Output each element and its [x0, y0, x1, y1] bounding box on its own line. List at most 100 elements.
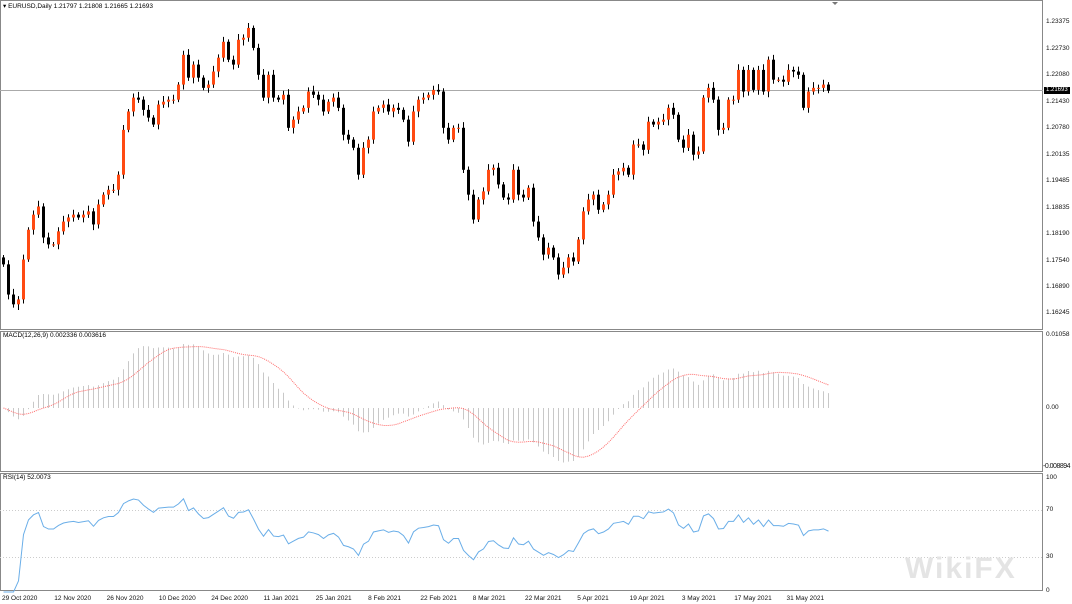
candle-body: [47, 237, 50, 245]
candle-body: [322, 99, 325, 112]
chart-shift-marker-icon[interactable]: [832, 2, 838, 5]
candle-body: [612, 174, 615, 195]
date-axis-label: 5 Apr 2021: [577, 595, 609, 602]
candle-body: [822, 84, 825, 88]
macd-axis-zero: 0.00: [1046, 404, 1059, 411]
candle: [2, 254, 5, 267]
candle-body: [487, 169, 490, 192]
candle: [512, 164, 515, 203]
candle-body: [147, 109, 150, 118]
candle-body: [202, 77, 205, 88]
candle: [212, 65, 215, 88]
candle-body: [77, 214, 80, 218]
candle: [442, 88, 445, 134]
candle: [662, 113, 665, 125]
candle-body: [817, 87, 820, 89]
candle: [742, 66, 745, 98]
candle: [487, 164, 490, 195]
candle-body: [442, 91, 445, 128]
candle: [342, 104, 345, 141]
candle-body: [72, 214, 75, 218]
candle: [122, 124, 125, 179]
candle-body: [787, 69, 790, 82]
candle: [202, 75, 205, 91]
triangle-down-icon[interactable]: ▾: [3, 3, 7, 10]
candle-body: [117, 174, 120, 190]
candle-body: [212, 71, 215, 85]
rsi-axis-30: 30: [1046, 553, 1054, 560]
candle: [787, 64, 790, 85]
candle-body: [622, 167, 625, 172]
candle: [817, 84, 820, 94]
candle-body: [217, 57, 220, 72]
candle-body: [717, 99, 720, 130]
candle: [447, 122, 450, 144]
candle-body: [547, 247, 550, 255]
candle-body: [432, 89, 435, 95]
candle-body: [507, 197, 510, 200]
candle: [477, 197, 480, 222]
candle-body: [317, 94, 320, 100]
candle-body: [227, 41, 230, 60]
candle-body: [757, 69, 760, 90]
candle-body: [252, 27, 255, 48]
candle-body: [637, 144, 640, 146]
candle-body: [462, 127, 465, 170]
rsi-title: RSI(14) 52.0073: [3, 474, 51, 481]
date-axis-label: 25 Jan 2021: [315, 595, 352, 602]
candle-body: [752, 69, 755, 90]
date-axis-label: 24 Dec 2020: [211, 595, 249, 602]
price-axis-label: 1.22730: [1046, 44, 1070, 52]
candle-body: [127, 111, 130, 130]
candle: [597, 189, 600, 214]
candle: [637, 138, 640, 148]
candle: [542, 234, 545, 261]
candle: [417, 96, 420, 118]
candle-body: [672, 107, 675, 115]
candle-body: [257, 47, 260, 75]
symbol-header: ▾ EURUSD,Daily 1.21797 1.21808 1.21665 1…: [3, 2, 153, 10]
candle: [92, 208, 95, 231]
candle-body: [232, 59, 235, 65]
candle: [727, 97, 730, 131]
candle-body: [287, 94, 290, 128]
candle: [822, 79, 825, 92]
candle-body: [557, 257, 560, 275]
candle-body: [497, 167, 500, 185]
candle-body: [22, 259, 25, 300]
candle: [172, 94, 175, 104]
candle: [762, 64, 765, 95]
candle: [582, 207, 585, 245]
candle-body: [307, 91, 310, 108]
candle: [717, 96, 720, 136]
macd-signal-path: [3, 346, 829, 458]
candle: [372, 106, 375, 144]
candle-body: [377, 107, 380, 112]
candle: [427, 92, 430, 101]
candle-body: [532, 187, 535, 222]
candle: [217, 54, 220, 78]
candle: [247, 23, 250, 42]
candle: [827, 82, 830, 94]
candle: [397, 102, 400, 114]
candle: [567, 254, 570, 274]
candle-body: [82, 214, 85, 218]
candle-body: [602, 204, 605, 210]
candle: [62, 215, 65, 235]
candle: [312, 85, 315, 99]
macd-axis-max: 0.01058: [1046, 331, 1070, 338]
candle: [187, 49, 190, 81]
candle: [332, 93, 335, 107]
candle: [262, 69, 265, 101]
candle-body: [402, 109, 405, 120]
macd-title: MACD(12,26,9) 0.002336 0.003616: [3, 332, 106, 339]
candle: [77, 212, 80, 220]
candle: [242, 34, 245, 46]
candle: [552, 245, 555, 260]
candle-body: [477, 199, 480, 220]
candle-body: [647, 121, 650, 150]
candle: [622, 162, 625, 176]
candle-body: [792, 69, 795, 72]
candle-body: [27, 229, 30, 260]
